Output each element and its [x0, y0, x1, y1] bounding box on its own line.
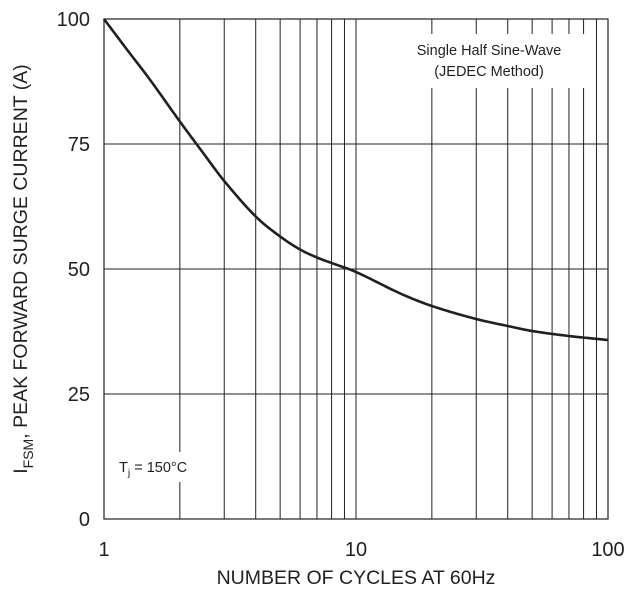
y-tick-label: 100	[57, 9, 90, 31]
y-axis-title-text: , PEAK FORWARD SURGE CURRENT (A)	[10, 64, 32, 439]
y-axis-title-subscript: FSM	[20, 439, 36, 469]
tj-annotation: Tj = 150°C	[119, 460, 187, 479]
y-tick-labels: 0 25 50 75 100	[57, 9, 90, 531]
tj-subscript: j	[127, 467, 130, 479]
tj-annotation-background	[112, 452, 216, 482]
y-tick-label: 50	[68, 259, 90, 281]
y-axis-title: IFSM, PEAK FORWARD SURGE CURRENT (A)	[10, 64, 36, 474]
y-tick-label: 75	[68, 134, 90, 156]
x-tick-labels: 1 10 100	[98, 539, 624, 561]
horizontal-gridlines	[104, 143, 608, 395]
method-annotation-line2: (JEDEC Method)	[434, 64, 544, 80]
y-tick-label: 25	[68, 384, 90, 406]
y-axis-title-symbol: I	[10, 468, 32, 473]
plot-frame	[103, 18, 609, 520]
tj-value: = 150°C	[130, 460, 187, 476]
method-annotation-line1: Single Half Sine-Wave	[417, 43, 562, 59]
tj-symbol: T	[119, 460, 128, 476]
y-tick-label: 0	[79, 509, 90, 531]
method-annotation-background	[387, 34, 587, 88]
x-tick-label: 1	[98, 539, 109, 561]
x-tick-label: 10	[345, 539, 367, 561]
x-axis-title: NUMBER OF CYCLES AT 60Hz	[217, 567, 496, 589]
x-tick-label: 100	[591, 539, 624, 561]
surge-current-curve	[102, 18, 609, 342]
